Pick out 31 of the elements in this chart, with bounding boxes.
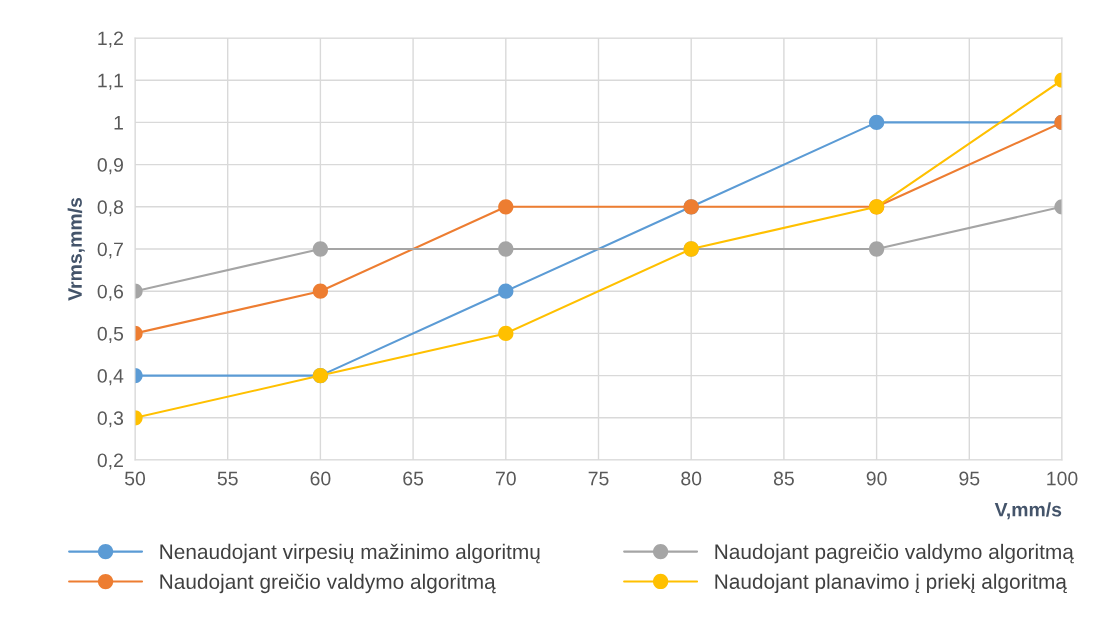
point: [498, 325, 514, 342]
legend-label: Naudojant planavimo į priekį algoritmą: [715, 573, 1067, 594]
x-tick-label: 50: [124, 471, 146, 486]
x-tick-label: 95: [959, 471, 980, 486]
point: [498, 241, 514, 257]
y-tick-label: 0,2: [97, 453, 123, 470]
x-tick-label: 70: [495, 471, 516, 486]
y-tick-label: 0,4: [97, 369, 124, 386]
y-tick-label: 1,1: [98, 73, 123, 90]
x-tick-label: 65: [403, 471, 424, 486]
legend-label: Naudojant pagreičio valdymo algoritmą: [715, 543, 1074, 564]
y-tick-label: 1: [114, 116, 123, 130]
x-axis-title: V,mm/s: [994, 502, 1062, 520]
y-tick-label: 0,8: [97, 200, 124, 217]
x-tick-label: 80: [681, 471, 702, 486]
x-tick-label: 55: [217, 471, 238, 486]
point: [498, 199, 514, 215]
x-tick-label: 100: [1047, 471, 1078, 486]
y-tick-label: 0,9: [97, 158, 123, 175]
y-tick-label: 0,5: [97, 326, 124, 343]
x-tick-label: 90: [866, 471, 887, 486]
y-tick-label: 0,7: [97, 242, 123, 259]
x-tick-label: 60: [310, 471, 331, 486]
x-tick-label: 85: [773, 471, 794, 486]
y-tick-label: 0,6: [97, 284, 124, 301]
y-axis-title: Vrms,mm/s: [67, 197, 85, 301]
y-tick-label: 0,3: [97, 411, 124, 428]
x-tick-label: 75: [588, 471, 609, 486]
legend-label: Naudojant greičio valdymo algoritmą: [160, 573, 496, 594]
legend-label: Nenaudojant virpesių mažinimo algoritmų: [160, 543, 540, 564]
y-tick-label: 1,2: [98, 31, 123, 48]
